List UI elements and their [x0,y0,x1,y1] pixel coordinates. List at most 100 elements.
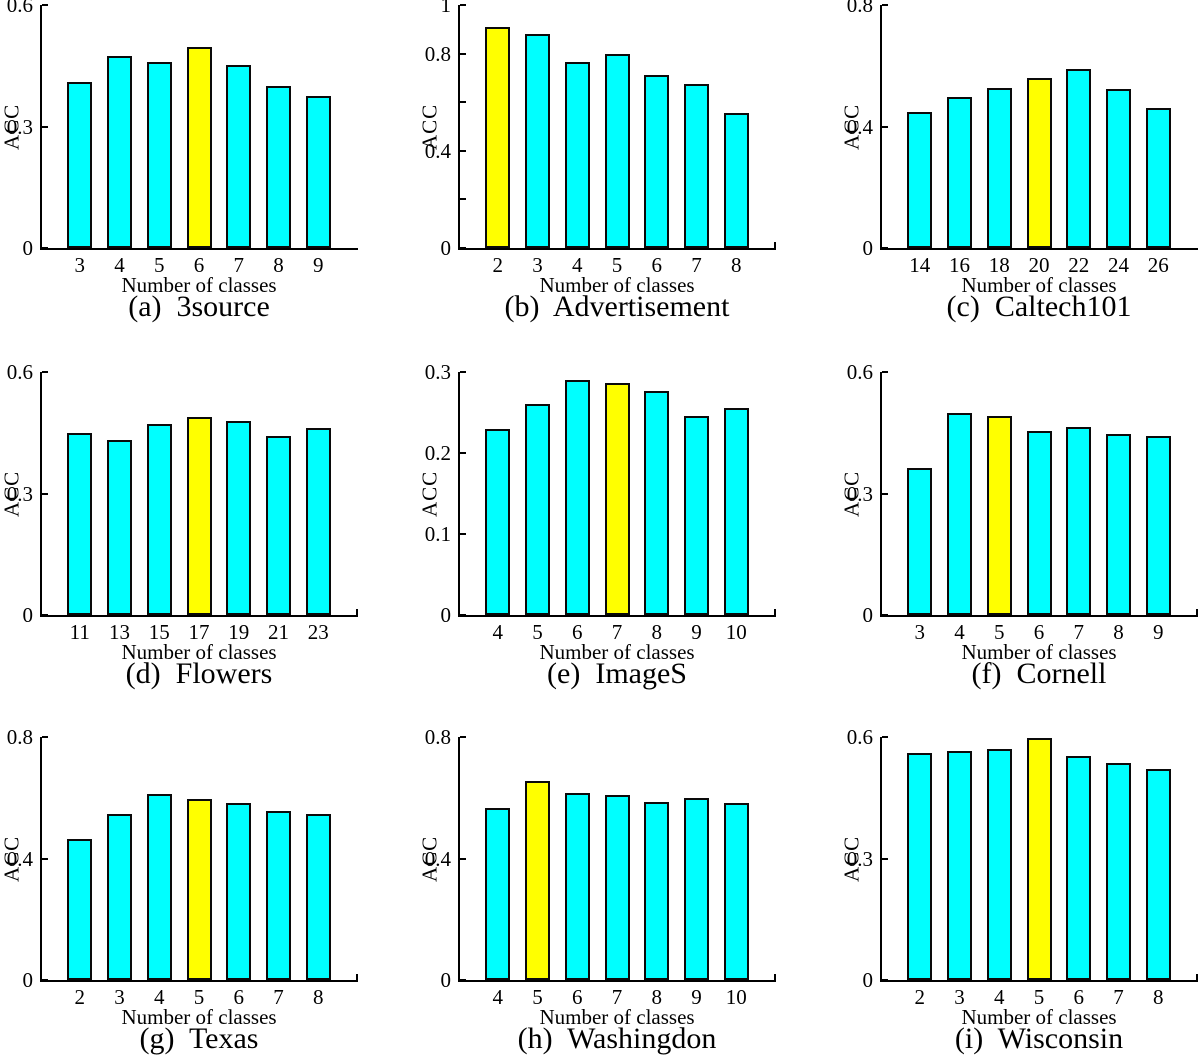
chart-caption: (f) Cornell [971,657,1107,690]
bar-highlighted [525,781,550,980]
bar [1145,108,1171,248]
x-tick-label: 14 [909,253,931,277]
axis-end-tick [1196,609,1198,617]
x-tick-label: 8 [651,620,663,644]
y-tick-label: 0.2 [424,441,451,465]
x-tick-label: 8 [1153,985,1164,1009]
bar-highlighted [186,799,212,980]
bar [723,113,749,248]
bar-highlighted [485,27,511,248]
x-tick-label: 4 [492,620,504,644]
x-tick-label: 23 [307,620,329,644]
x-axis-label: Number of classes [121,273,277,297]
chart-caption: (c) Caltech101 [946,290,1132,323]
x-axis-line [880,980,1198,982]
y-tick [42,614,48,616]
bar [684,84,709,248]
bar [305,96,331,248]
x-axis-line [880,615,1198,617]
y-tick-label: 0.6 [6,360,33,384]
bar [1026,431,1052,615]
y-tick [42,247,48,249]
y-tick [882,736,888,738]
x-tick-label: 4 [954,620,965,644]
x-tick-label: 3 [114,985,125,1009]
figure-row-2: ACC Number of classes (d) Flowers 0 0.3 0.… [0,350,1200,710]
bar [1106,434,1131,615]
bar [907,112,933,248]
x-axis-line [458,248,776,250]
x-tick-label: 15 [148,620,170,644]
x-tick-label: 4 [154,985,165,1009]
x-tick-label: 8 [313,985,324,1009]
x-tick-label: 6 [572,620,583,644]
x-axis-line [40,248,358,250]
x-tick-label: 6 [1073,985,1085,1009]
y-tick-label: 0.6 [846,725,873,749]
y-tick [882,857,888,860]
bar [644,391,670,615]
chart-caption: (d) Flowers [125,657,273,690]
y-axis-label: ACC [417,470,442,517]
bar [1145,769,1171,980]
bar [485,429,511,615]
y-tick [460,452,466,454]
y-axis-line [880,372,882,617]
chart-cell-advertisement: ACC Number of classes (b) Advertisement … [400,0,800,350]
y-axis-line [40,372,42,617]
x-tick-label: 3 [532,253,543,277]
x-tick-label: 6 [572,985,583,1009]
y-tick [882,979,888,981]
chart-cell-cornell: ACC Number of classes (f) Cornell 0 0.3 0.… [800,350,1200,710]
x-tick-label: 7 [611,620,623,644]
bar [684,798,709,980]
y-tick [42,492,48,495]
bar [907,468,933,615]
x-axis-label: Number of classes [539,640,695,664]
bar [226,65,252,248]
y-tick-label: 0 [440,236,452,260]
x-axis-label: Number of classes [961,640,1117,664]
x-tick-label: 18 [988,253,1010,277]
x-tick-label: 17 [188,620,210,644]
y-tick-label: 0.3 [846,846,873,871]
axis-end-tick [356,609,358,617]
y-tick-label: 0.8 [424,41,451,66]
y-tick-label: 0 [22,968,34,992]
x-tick-label: 4 [114,253,125,277]
bar [564,62,590,248]
bar [266,86,291,248]
y-tick-label: 0.4 [424,138,451,163]
bar [146,424,172,615]
bar [525,404,550,615]
x-tick-label: 5 [532,620,543,644]
x-tick-label: 2 [914,985,926,1009]
y-tick-label: 0.8 [424,725,451,749]
chart-cell-3source: ACC Number of classes (a) 3source 0 0.3 0.… [0,0,400,350]
bar [1145,436,1171,615]
y-tick [460,149,466,152]
x-tick-label: 19 [228,620,250,644]
y-tick-label: 0.3 [424,360,451,384]
y-tick-label: 0 [440,603,452,627]
y-axis-line [40,737,42,982]
y-tick [882,247,888,249]
bar [564,380,590,615]
bar [947,97,972,248]
x-tick-label: 5 [193,985,205,1009]
bar-highlighted [986,416,1012,615]
y-tick-label: 0.6 [6,0,33,17]
x-tick-label: 9 [691,620,702,644]
bar [986,88,1012,248]
x-axis-line [40,615,358,617]
x-tick-label: 26 [1147,253,1169,277]
x-tick-label: 20 [1028,253,1050,277]
y-tick-label: 0.3 [6,114,33,139]
bar [226,803,252,980]
axis-end-tick [1196,974,1198,982]
y-axis-line [880,5,882,250]
bar [266,811,291,980]
y-tick [42,979,48,981]
y-tick [882,371,888,373]
figure-row-1: ACC Number of classes (a) 3source 0 0.3 0.… [0,0,1200,350]
